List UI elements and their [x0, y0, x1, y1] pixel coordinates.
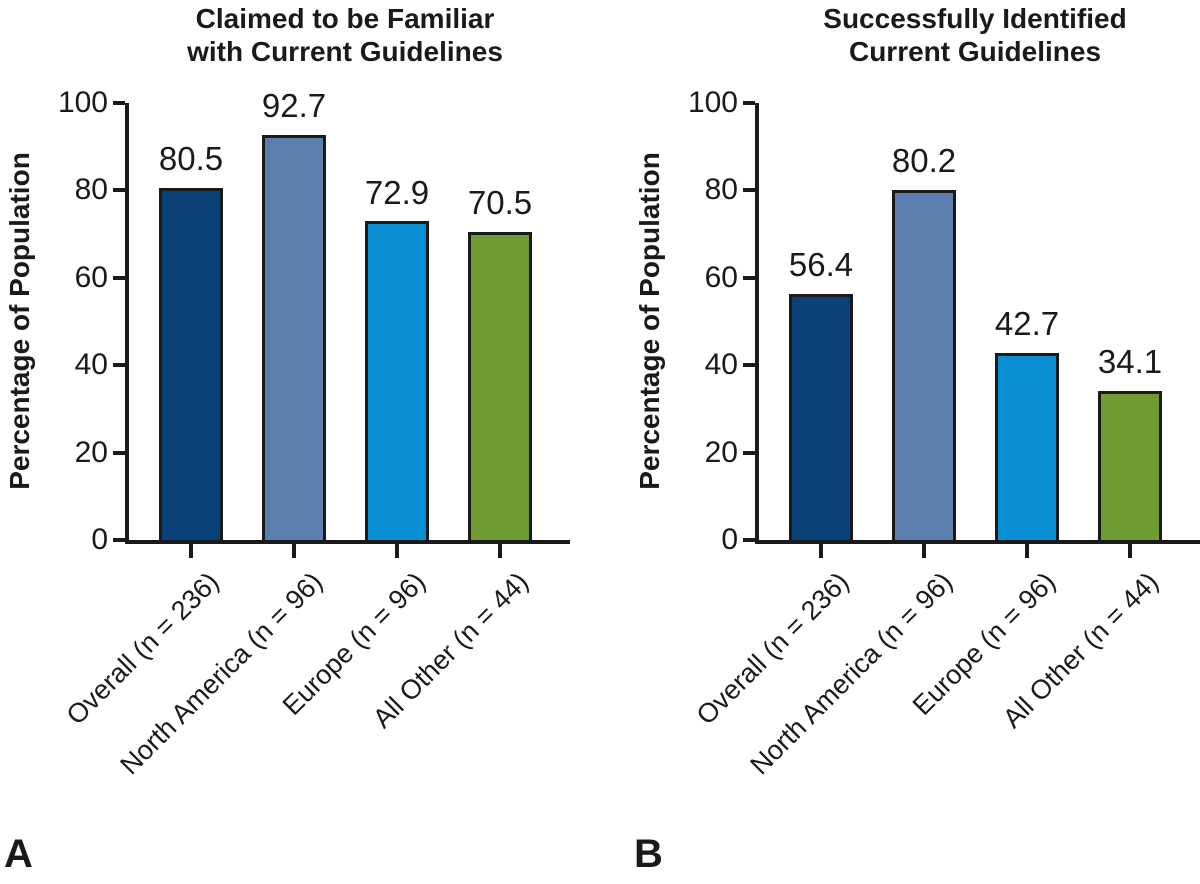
plot-area: 0 20 40 60 80 100 56.4 Overall (n = 236) 80.2 Nor…	[688, 88, 1200, 780]
y-axis-tick	[743, 450, 755, 455]
y-axis-label: Percentage of Population	[4, 152, 35, 490]
y-axis-tick-label: 20	[704, 435, 738, 469]
x-axis-tick	[1025, 544, 1029, 558]
bar-value-label: 42.7	[994, 305, 1060, 343]
chart-title: Successfully Identified Current Guidelin…	[740, 2, 1200, 68]
bar-value-label: 56.4	[788, 245, 854, 283]
chart-title: Claimed to be Familiar with Current Guid…	[110, 2, 580, 68]
y-axis-tick-label: 100	[57, 86, 108, 119]
x-axis-tick	[819, 544, 823, 558]
bar	[468, 231, 532, 540]
y-axis-tick	[113, 275, 125, 280]
y-axis-tick-label: 80	[704, 173, 738, 207]
bar-value-label: 80.2	[891, 141, 957, 179]
y-axis-tick-label: 60	[74, 260, 108, 294]
y-axis-tick	[743, 101, 755, 105]
chart-panel-a: Claimed to be Familiar with Current Guid…	[0, 0, 570, 884]
bar-value-label: 80.5	[158, 140, 224, 178]
bar	[789, 293, 853, 540]
y-axis-tick	[113, 188, 125, 193]
x-axis-tick	[498, 544, 502, 558]
y-axis-tick	[113, 101, 125, 105]
y-axis-tick	[743, 188, 755, 193]
y-axis-tick-label: 100	[687, 86, 738, 119]
y-axis-tick-label: 60	[704, 260, 738, 294]
y-axis-tick	[113, 450, 125, 455]
y-axis-tick-label: 40	[704, 348, 738, 382]
bar-value-label: 92.7	[261, 86, 327, 124]
y-axis-tick-label: 20	[74, 435, 108, 469]
y-axis-tick	[113, 363, 125, 368]
x-category-label: North America (n = 96)	[113, 566, 328, 781]
bar	[365, 221, 429, 540]
x-axis-tick	[922, 544, 926, 558]
y-axis-label: Percentage of Population	[634, 152, 665, 490]
x-axis-tick	[1128, 544, 1132, 558]
chart-title-line-2: with Current Guidelines	[187, 36, 503, 67]
y-axis-tick-label: 0	[91, 523, 108, 556]
y-axis-tick-label: 40	[74, 348, 108, 382]
bar	[262, 134, 326, 540]
bar	[892, 189, 956, 540]
x-axis-tick	[189, 544, 193, 558]
chart-title-line-1: Successfully Identified	[823, 3, 1127, 34]
chart-panel-b: Successfully Identified Current Guidelin…	[630, 0, 1200, 884]
bar	[1098, 390, 1162, 540]
bar	[159, 188, 223, 540]
bar-value-label: 72.9	[364, 173, 430, 211]
panel-letter-a: A	[4, 832, 33, 876]
y-axis-tick-label: 80	[74, 173, 108, 207]
y-axis-tick	[113, 538, 125, 542]
y-axis-tick	[743, 538, 755, 542]
bar	[995, 353, 1059, 540]
x-category-label: North America (n = 96)	[743, 566, 958, 781]
y-axis-tick	[743, 275, 755, 280]
chart-title-line-1: Claimed to be Familiar	[195, 3, 495, 34]
chart-title-line-2: Current Guidelines	[848, 36, 1102, 67]
x-axis-tick	[292, 544, 296, 558]
plot-area: 0 20 40 60 80 100 80.5 Overall (n = 236) 92.7 Nor…	[58, 87, 570, 780]
panel-letter-b: B	[634, 832, 663, 876]
y-axis-tick-label: 0	[721, 523, 738, 556]
bar-value-label: 34.1	[1097, 343, 1163, 381]
y-axis-tick	[743, 363, 755, 368]
bar-value-label: 70.5	[467, 183, 533, 221]
x-axis-tick	[395, 544, 399, 558]
